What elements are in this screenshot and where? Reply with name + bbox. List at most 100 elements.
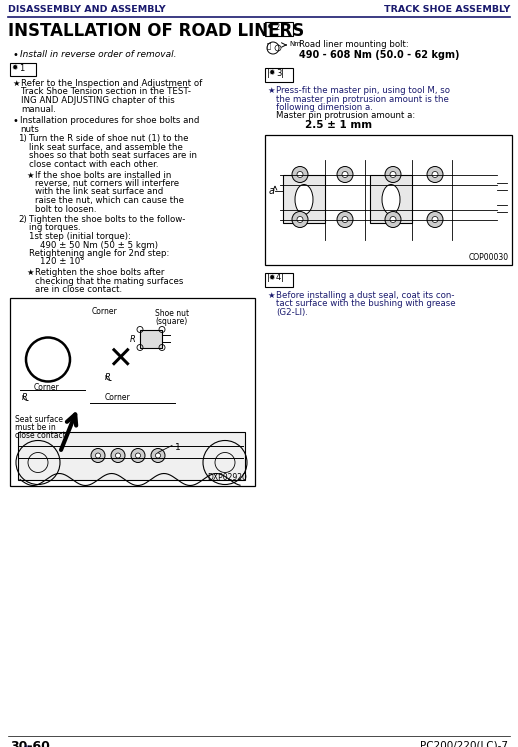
Circle shape (432, 217, 438, 223)
Text: ➰: ➰ (267, 42, 271, 49)
Text: R: R (130, 335, 136, 344)
Circle shape (297, 172, 303, 178)
Text: Nm: Nm (289, 41, 301, 47)
Text: Track Shoe Tension section in the TEST-: Track Shoe Tension section in the TEST- (21, 87, 191, 96)
Text: Seat surface: Seat surface (15, 415, 63, 424)
Text: ★: ★ (26, 268, 34, 277)
Text: are in close contact.: are in close contact. (35, 285, 122, 294)
Circle shape (91, 448, 105, 462)
Text: ✕: ✕ (107, 345, 133, 374)
Text: close contact: close contact (15, 432, 66, 441)
Text: bolt to loosen.: bolt to loosen. (35, 205, 96, 214)
Text: Retighten the shoe bolts after: Retighten the shoe bolts after (35, 268, 164, 277)
Text: 1): 1) (18, 134, 27, 143)
Circle shape (432, 172, 438, 178)
Text: 1: 1 (19, 64, 24, 73)
Text: ✹: ✹ (12, 64, 18, 73)
Text: COP00030: COP00030 (469, 252, 509, 261)
Text: Install in reverse order of removal.: Install in reverse order of removal. (20, 50, 177, 59)
Bar (265, 273, 293, 287)
Circle shape (95, 453, 100, 458)
Text: 1: 1 (175, 442, 181, 451)
Text: tact surface with the bushing with grease: tact surface with the bushing with greas… (276, 299, 456, 308)
Text: Tighten the shoe bolts to the follow-: Tighten the shoe bolts to the follow- (29, 215, 185, 224)
Text: ★: ★ (267, 86, 275, 95)
Circle shape (337, 211, 353, 228)
Circle shape (155, 453, 161, 458)
Text: ★: ★ (267, 291, 275, 300)
Circle shape (385, 167, 401, 182)
Text: link seat surface, and assemble the: link seat surface, and assemble the (29, 143, 183, 152)
Text: shoes so that both seat surfaces are in: shoes so that both seat surfaces are in (29, 152, 197, 161)
Bar (265, 134, 512, 264)
Bar (265, 68, 293, 82)
Text: 490 ± 50 Nm (50 ± 5 kgm): 490 ± 50 Nm (50 ± 5 kgm) (29, 241, 158, 249)
Text: Corner: Corner (92, 308, 118, 317)
Circle shape (292, 167, 308, 182)
Text: close contact with each other.: close contact with each other. (29, 160, 159, 169)
Text: following dimension a.: following dimension a. (276, 103, 373, 112)
Text: ✹: ✹ (267, 23, 274, 32)
Circle shape (342, 217, 348, 223)
Text: DXP02920: DXP02920 (207, 474, 247, 483)
Text: 3: 3 (276, 69, 281, 78)
Circle shape (342, 172, 348, 178)
Bar (370, 175, 412, 223)
Bar (18, 432, 245, 480)
Text: the master pin protrusion amount is the: the master pin protrusion amount is the (276, 95, 449, 104)
Text: ★: ★ (26, 170, 34, 179)
Text: 4: 4 (276, 273, 281, 282)
Text: Before installing a dust seal, coat its con-: Before installing a dust seal, coat its … (276, 291, 454, 300)
Text: 120 ± 10°: 120 ± 10° (29, 258, 84, 267)
Text: ②: ② (22, 745, 30, 747)
Text: R: R (22, 392, 28, 401)
Bar (10, 63, 36, 76)
Text: reverse, nut corners will interfere: reverse, nut corners will interfere (35, 179, 179, 188)
Text: |: | (267, 273, 270, 282)
Circle shape (337, 167, 353, 182)
Text: Press-fit the master pin, using tool M, so: Press-fit the master pin, using tool M, … (276, 86, 450, 95)
Bar (140, 329, 162, 347)
Circle shape (131, 448, 145, 462)
Text: a: a (269, 185, 275, 196)
Text: Shoe nut: Shoe nut (155, 309, 189, 318)
Text: (square): (square) (155, 317, 187, 326)
Circle shape (390, 172, 396, 178)
Text: raise the nut, which can cause the: raise the nut, which can cause the (35, 196, 184, 205)
Text: Turn the R side of shoe nut (1) to the: Turn the R side of shoe nut (1) to the (29, 134, 189, 143)
Text: |: | (267, 69, 270, 78)
Text: Road liner mounting bolt:: Road liner mounting bolt: (299, 40, 409, 49)
Text: ING AND ADJUSTING chapter of this: ING AND ADJUSTING chapter of this (21, 96, 175, 105)
Circle shape (151, 448, 165, 462)
Text: Retightening angle for 2nd step:: Retightening angle for 2nd step: (29, 249, 169, 258)
Text: |: | (281, 273, 284, 282)
Text: Corner: Corner (34, 382, 60, 391)
Text: 1st step (initial torque):: 1st step (initial torque): (29, 232, 131, 241)
Text: If the shoe bolts are installed in: If the shoe bolts are installed in (35, 170, 171, 179)
Circle shape (111, 448, 125, 462)
Text: must be in: must be in (15, 424, 56, 433)
Text: PC200/220(LC)-7: PC200/220(LC)-7 (420, 740, 508, 747)
Bar (265, 22, 293, 36)
Text: 2: 2 (274, 23, 279, 32)
Circle shape (297, 217, 303, 223)
Circle shape (427, 167, 443, 182)
Text: 2): 2) (18, 215, 27, 224)
Text: TRACK SHOE ASSEMBLY: TRACK SHOE ASSEMBLY (384, 5, 510, 14)
Text: INSTALLATION OF ROAD LINERS: INSTALLATION OF ROAD LINERS (8, 22, 304, 40)
Text: ✹: ✹ (269, 273, 276, 282)
Text: •: • (12, 116, 18, 126)
Text: manual.: manual. (21, 105, 56, 114)
Text: DISASSEMBLY AND ASSEMBLY: DISASSEMBLY AND ASSEMBLY (8, 5, 166, 14)
Text: ★: ★ (12, 79, 20, 88)
Text: Installation procedures for shoe bolts and: Installation procedures for shoe bolts a… (20, 116, 199, 125)
Circle shape (390, 217, 396, 223)
Text: nuts: nuts (20, 125, 39, 134)
Text: •: • (12, 50, 18, 60)
Text: |: | (281, 69, 284, 78)
Text: Refer to the Inspection and Adjustment of: Refer to the Inspection and Adjustment o… (21, 79, 202, 88)
Text: 2.5 ± 1 mm: 2.5 ± 1 mm (305, 120, 372, 131)
Circle shape (292, 211, 308, 228)
Text: (G2-LI).: (G2-LI). (276, 308, 308, 317)
Text: ing torques.: ing torques. (29, 223, 81, 232)
